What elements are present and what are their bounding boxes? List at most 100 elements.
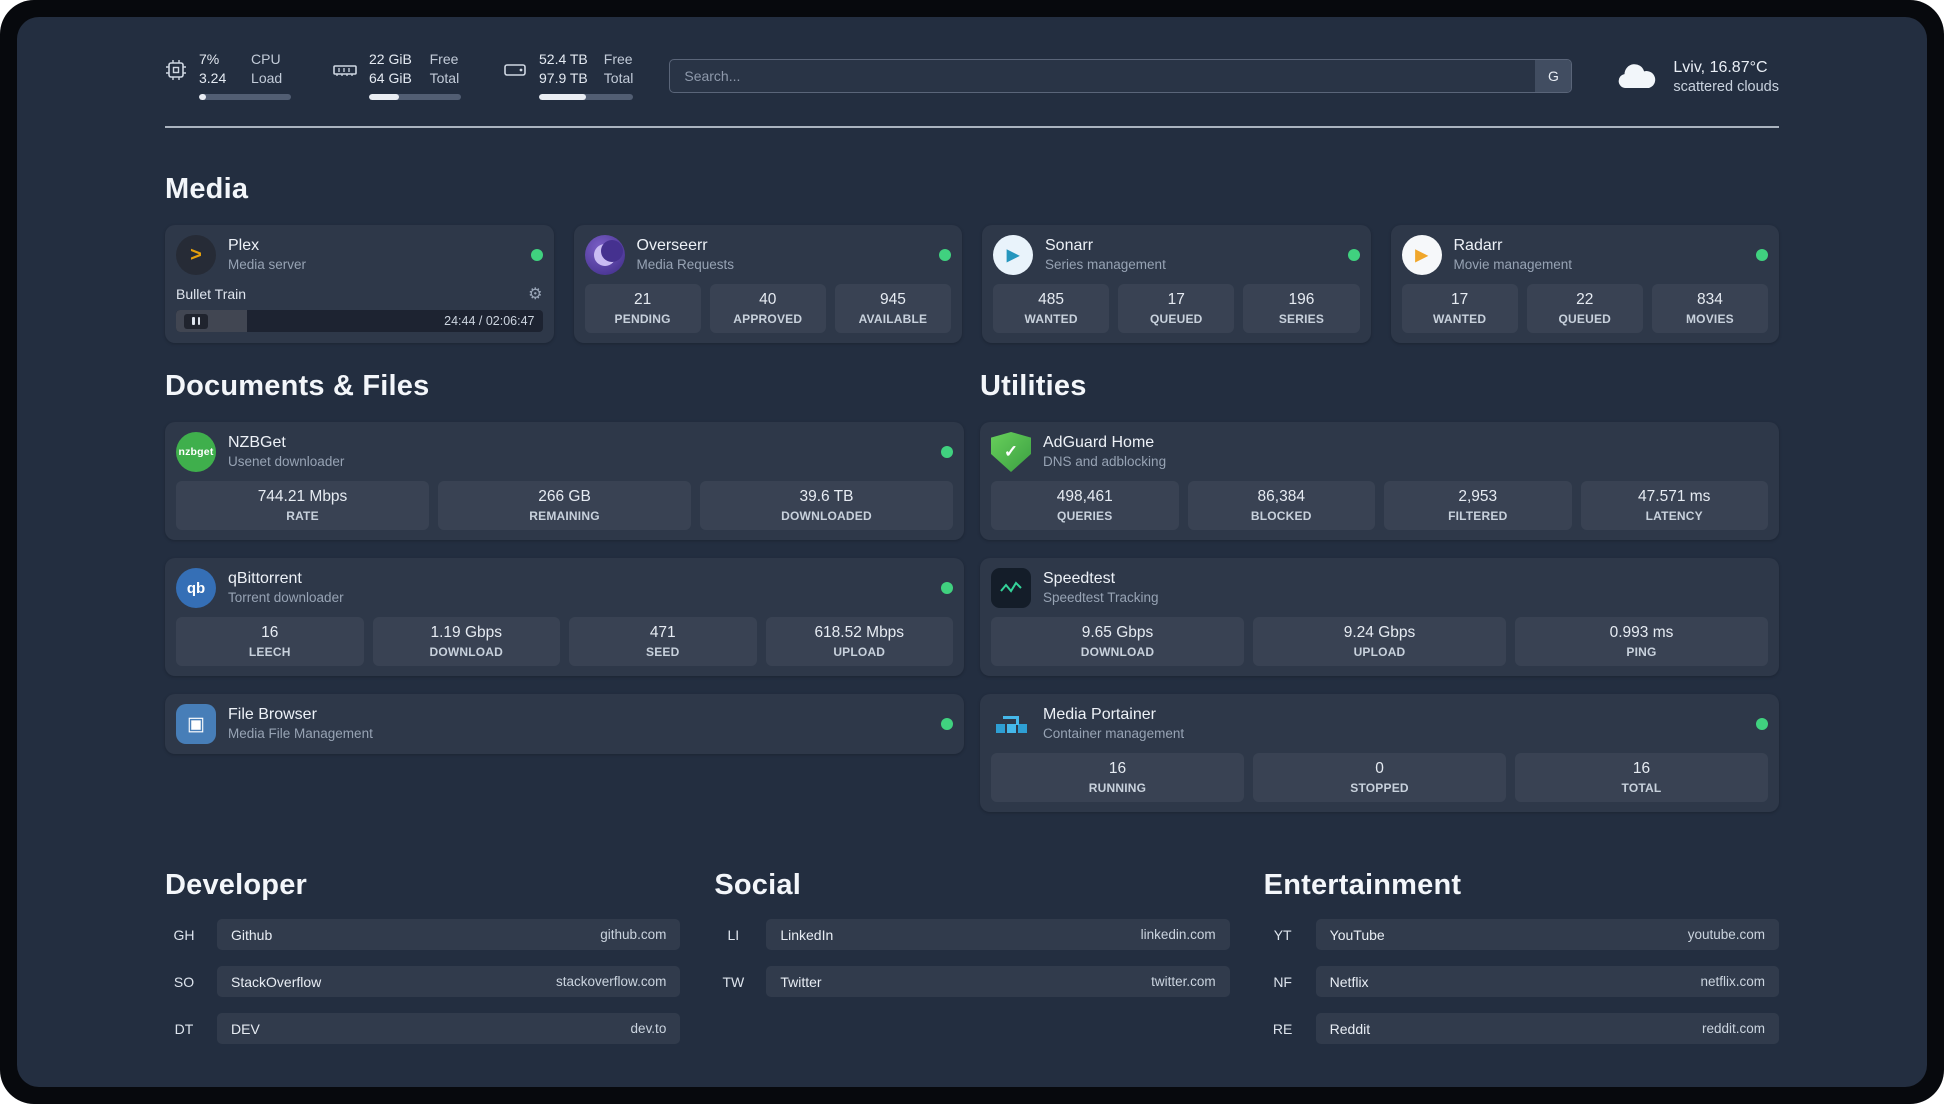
service-name: Overseerr — [636, 237, 708, 254]
plex-icon: > — [176, 235, 216, 275]
status-dot — [941, 718, 953, 730]
bookmark-link-youtube[interactable]: YouTube youtube.com — [1315, 919, 1779, 950]
section-title-media: Media — [165, 173, 249, 205]
status-dot — [941, 446, 953, 458]
stat-tile: 485 WANTED — [993, 284, 1110, 333]
speedtest-icon — [991, 568, 1031, 608]
service-card-nzbget[interactable]: nzbget NZBGet Usenet downloader 744.21 M… — [165, 422, 964, 540]
stat-tile: 471 SEED — [569, 617, 757, 666]
stat-tile: 618.52 Mbps UPLOAD — [765, 617, 953, 666]
resource-widgets: 7% CPU 3.24 Load 22 GiB — [165, 51, 634, 100]
cpu-usage-label: CPU — [251, 51, 281, 67]
stat-tile: 17 WANTED — [1401, 284, 1518, 333]
service-description: Movie management — [1453, 257, 1573, 272]
weather-condition: scattered clouds — [1673, 78, 1779, 95]
bookmark-row: YT YouTube youtube.com — [1264, 919, 1779, 950]
stat-tile: 9.65 Gbps DOWNLOAD — [991, 617, 1244, 666]
now-playing-widget: Bullet Train ⚙ 24:44 / 02:06:47 — [176, 284, 543, 332]
service-card-sonarr[interactable]: ▶ Sonarr Series management 485 WANTED — [982, 225, 1371, 343]
service-name: qBittorrent — [228, 570, 302, 587]
bookmarks-entertainment: Entertainment YT YouTube youtube.com NF … — [1264, 868, 1779, 1060]
service-description: Torrent downloader — [228, 590, 344, 605]
bookmark-link-twitter[interactable]: Twitter twitter.com — [766, 966, 1230, 997]
stat-tile: 16 LEECH — [176, 617, 364, 666]
cloud-icon — [1619, 63, 1656, 88]
weather-widget: Lviv, 16.87°C scattered clouds — [1614, 58, 1779, 96]
stat-tile: 21 PENDING — [584, 284, 701, 333]
memory-progress-bar — [369, 94, 461, 100]
stat-tile: 498,461 QUERIES — [991, 481, 1179, 530]
section-documents: Documents & Files nzbget NZBGet Usenet d… — [165, 369, 964, 812]
stat-tile: 39.6 TB DOWNLOADED — [700, 481, 953, 530]
stat-tile: 0.993 ms PING — [1515, 617, 1768, 666]
bookmark-abbr: NF — [1273, 973, 1292, 990]
service-name: Plex — [228, 237, 260, 254]
service-card-filebrowser[interactable]: ▣ File Browser Media File Management — [165, 694, 964, 754]
stat-tile: 834 MOVIES — [1651, 284, 1769, 333]
stat-tile: 9.24 Gbps UPLOAD — [1253, 617, 1506, 666]
stat-tile: 196 SERIES — [1243, 284, 1360, 333]
bookmark-abbr: DT — [174, 1020, 194, 1037]
stat-tile: 16 TOTAL — [1515, 753, 1768, 802]
pause-button[interactable] — [184, 313, 208, 329]
stat-tile: 40 APPROVED — [709, 284, 826, 333]
memory-free-label: Free — [429, 51, 459, 67]
disk-icon — [504, 64, 526, 76]
search-provider-button[interactable]: G — [1535, 60, 1572, 92]
service-description: Media Requests — [636, 257, 735, 272]
memory-widget: 22 GiB Free 64 GiB Total — [333, 51, 461, 100]
bookmark-row: NF Netflix netflix.com — [1264, 966, 1779, 997]
playback-progress-bar[interactable]: 24:44 / 02:06:47 — [176, 310, 543, 332]
service-card-adguard[interactable]: ✓ AdGuard Home DNS and adblocking 498,46… — [980, 422, 1779, 540]
status-dot — [1756, 718, 1768, 730]
cpu-progress-bar — [199, 94, 291, 100]
disk-total-label: Total — [603, 70, 634, 86]
stat-tile: 16 RUNNING — [991, 753, 1244, 802]
bookmark-link-github[interactable]: Github github.com — [217, 919, 681, 950]
bookmark-abbr: LI — [727, 926, 740, 943]
service-card-speedtest[interactable]: Speedtest Speedtest Tracking 9.65 Gbps D… — [980, 558, 1779, 676]
memory-free-value: 22 GiB — [369, 51, 412, 67]
stat-tile: 22 QUEUED — [1526, 284, 1643, 333]
bookmark-abbr: SO — [173, 973, 195, 990]
bookmark-link-stackoverflow[interactable]: StackOverflow stackoverflow.com — [217, 966, 681, 997]
service-card-portainer[interactable]: Media Portainer Container management 16 … — [980, 694, 1779, 812]
filebrowser-icon: ▣ — [176, 704, 216, 744]
service-card-radarr[interactable]: ▶ Radarr Movie management 17 WANTED — [1390, 225, 1779, 343]
cpu-load-label: Load — [251, 70, 283, 86]
service-description: Media server — [228, 257, 307, 272]
status-dot — [530, 249, 543, 261]
stat-tile: 86,384 BLOCKED — [1187, 481, 1375, 530]
section-title-utilities: Utilities — [980, 370, 1087, 402]
bookmark-abbr: GH — [173, 926, 195, 943]
bookmark-link-dev[interactable]: DEV dev.to — [217, 1013, 681, 1044]
service-name: Radarr — [1453, 237, 1503, 254]
cpu-usage-value: 7% — [199, 51, 220, 67]
cpu-load-value: 3.24 — [199, 70, 227, 86]
disk-progress-bar — [539, 94, 634, 100]
bookmark-row: LI LinkedIn linkedin.com — [714, 919, 1230, 950]
section-title-social: Social — [714, 869, 801, 901]
service-card-qbittorrent[interactable]: qb qBittorrent Torrent downloader 16 LEE… — [165, 558, 964, 676]
disk-widget: 52.4 TB Free 97.9 TB Total — [503, 51, 634, 100]
search-input[interactable] — [669, 59, 1573, 93]
memory-icon — [333, 65, 357, 76]
service-description: Container management — [1043, 726, 1185, 741]
bookmark-row: SO StackOverflow stackoverflow.com — [165, 966, 681, 997]
weather-location: Lviv, 16.87°C — [1673, 58, 1768, 76]
bookmark-link-netflix[interactable]: Netflix netflix.com — [1315, 966, 1779, 997]
disk-free-label: Free — [603, 51, 633, 67]
stat-tile: 1.19 Gbps DOWNLOAD — [372, 617, 560, 666]
bookmark-link-linkedin[interactable]: LinkedIn linkedin.com — [766, 919, 1230, 950]
memory-total-label: Total — [429, 70, 460, 86]
dashboard-panel: 7% CPU 3.24 Load 22 GiB — [17, 17, 1927, 1087]
stat-tile: 266 GB REMAINING — [438, 481, 691, 530]
settings-gear-icon[interactable]: ⚙ — [528, 286, 543, 303]
service-card-overseerr[interactable]: Overseerr Media Requests 21 PENDING — [573, 225, 962, 343]
stat-tile: 0 STOPPED — [1253, 753, 1506, 802]
disk-free-value: 52.4 TB — [539, 51, 588, 67]
service-description: DNS and adblocking — [1043, 454, 1167, 469]
bookmark-link-reddit[interactable]: Reddit reddit.com — [1315, 1013, 1779, 1044]
service-card-plex[interactable]: > Plex Media server Bullet Train ⚙ — [165, 225, 554, 343]
